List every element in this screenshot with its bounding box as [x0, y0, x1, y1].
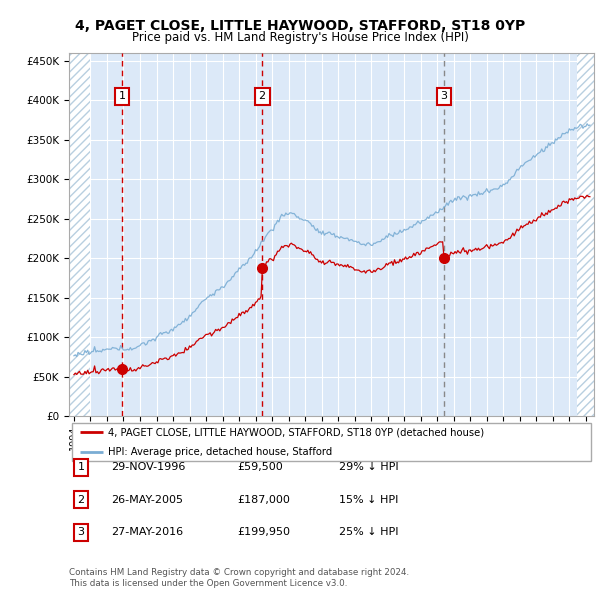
Text: 4, PAGET CLOSE, LITTLE HAYWOOD, STAFFORD, ST18 0YP: 4, PAGET CLOSE, LITTLE HAYWOOD, STAFFORD…: [75, 19, 525, 33]
Text: 29-NOV-1996: 29-NOV-1996: [111, 463, 185, 472]
Bar: [69, 53, 91, 416]
FancyBboxPatch shape: [71, 423, 591, 461]
Text: 15% ↓ HPI: 15% ↓ HPI: [339, 495, 398, 504]
Text: 25% ↓ HPI: 25% ↓ HPI: [339, 527, 398, 537]
Text: £187,000: £187,000: [237, 495, 290, 504]
Text: 4, PAGET CLOSE, LITTLE HAYWOOD, STAFFORD, ST18 0YP (detached house): 4, PAGET CLOSE, LITTLE HAYWOOD, STAFFORD…: [109, 427, 485, 437]
Bar: [577, 53, 594, 416]
Text: HPI: Average price, detached house, Stafford: HPI: Average price, detached house, Staf…: [109, 447, 332, 457]
Text: 2: 2: [77, 495, 85, 504]
Text: 1: 1: [118, 91, 125, 101]
Text: Contains HM Land Registry data © Crown copyright and database right 2024.
This d: Contains HM Land Registry data © Crown c…: [69, 568, 409, 588]
Text: 1: 1: [77, 463, 85, 472]
Text: Price paid vs. HM Land Registry's House Price Index (HPI): Price paid vs. HM Land Registry's House …: [131, 31, 469, 44]
Text: 29% ↓ HPI: 29% ↓ HPI: [339, 463, 398, 472]
Text: 27-MAY-2016: 27-MAY-2016: [111, 527, 183, 537]
Text: 3: 3: [440, 91, 448, 101]
Text: £59,500: £59,500: [237, 463, 283, 472]
Text: 2: 2: [259, 91, 266, 101]
Text: 26-MAY-2005: 26-MAY-2005: [111, 495, 183, 504]
Text: 3: 3: [77, 527, 85, 537]
Text: £199,950: £199,950: [237, 527, 290, 537]
